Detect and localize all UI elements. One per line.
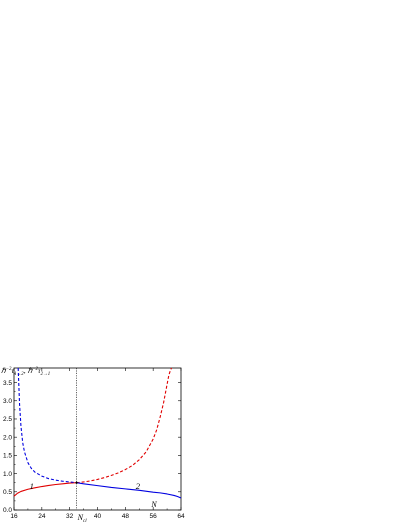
ylabel-tau-1: τ: [11, 366, 14, 375]
series-line-1: [13, 482, 77, 497]
crossing-point: [75, 481, 78, 484]
x-tick-label: 24: [38, 513, 46, 520]
ylabel-sup-1: −2: [6, 367, 12, 372]
ylabel-sup-2: −2: [32, 367, 38, 372]
critical-label: Ncl: [77, 513, 88, 524]
x-axis-title: N: [150, 500, 157, 509]
x-tick-label: 64: [177, 513, 185, 520]
x-tick-label: 40: [94, 513, 102, 520]
x-tick-label: 56: [150, 513, 158, 520]
y-axis-label: ℏ−2τ1→2, ℏ−2τ2→1: [1, 366, 50, 377]
y-tick-label: 3.5: [3, 380, 12, 387]
y-tick-label: 3.0: [3, 398, 12, 405]
critical-label-main: N: [77, 513, 84, 522]
plot-area: 16 24 32 40 48 56 64 0.0 0.5 1.0 1.5 2.0 2.5 3.0 3.5 1 2…: [3, 367, 185, 524]
curve-label-1: 1: [30, 481, 34, 491]
ylabel-sub-2: 2→1: [41, 372, 51, 377]
critical-label-sub: cl: [83, 519, 87, 524]
plot-frame: [13, 367, 182, 511]
ylabel-sep: ,: [24, 366, 28, 375]
x-tick-label: 32: [66, 513, 74, 520]
y-tick-label: 2.0: [3, 434, 12, 441]
ylabel-hbar-1: ℏ: [1, 366, 7, 375]
curve-label-2: 2: [136, 481, 141, 491]
svg-text:ℏ−2τ1→2, ℏ−2τ2→1: ℏ−2τ1→2, ℏ−2τ2→1: [1, 366, 50, 377]
y-tick-label: 0.0: [3, 507, 12, 514]
y-tick-label: 1.5: [3, 453, 12, 460]
ylabel-sub-1: 1→2: [14, 372, 24, 377]
x-tick-label: 48: [122, 513, 130, 520]
ylabel-tau-2: τ: [38, 366, 41, 375]
y-tick-label: 1.0: [3, 471, 12, 478]
series-line-2: [76, 367, 173, 484]
y-tick-label: 2.5: [3, 416, 12, 423]
series-line-4: [17, 367, 77, 484]
y-tick-label: 0.5: [3, 489, 12, 496]
x-tick-label: 16: [10, 513, 18, 520]
ylabel-hbar-2: ℏ: [27, 366, 33, 375]
series-line-3: [76, 482, 182, 499]
